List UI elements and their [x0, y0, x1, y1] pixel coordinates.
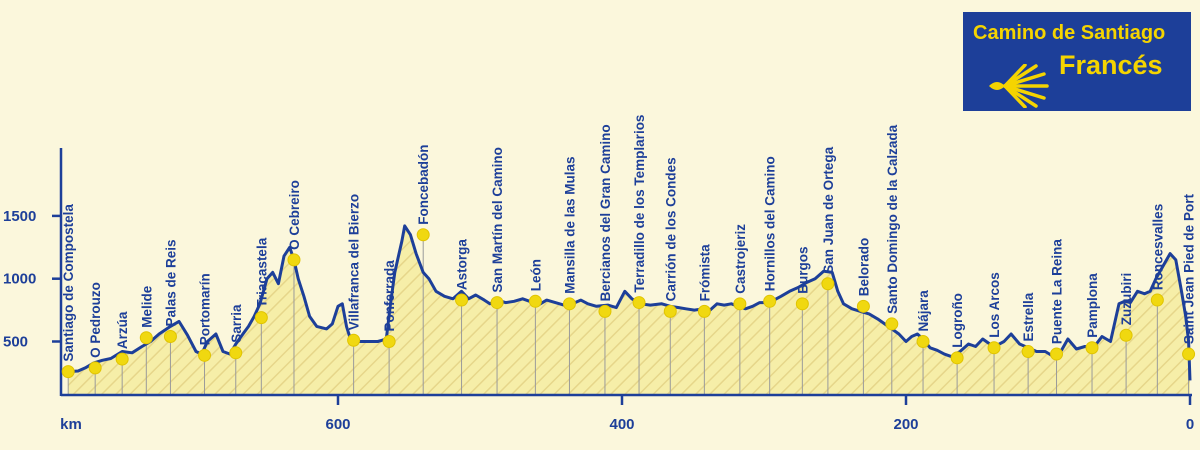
stage-marker [382, 335, 396, 348]
stage-marker [733, 297, 747, 311]
stage-marker [1150, 293, 1164, 307]
x-tick-label: 400 [609, 416, 634, 433]
stage-label: O Cebreiro [287, 180, 302, 250]
stage-label: Terradillo de los Templarios [632, 115, 647, 293]
elevation-line [68, 224, 1192, 381]
stage-label: Burgos [795, 247, 810, 294]
stage-marker [254, 311, 268, 325]
stage-marker [950, 351, 964, 365]
stage-marker [528, 294, 542, 308]
stage-label: León [528, 259, 543, 291]
stage-label: Roncesvalles [1150, 204, 1165, 290]
x-tick-label: 0 [1186, 416, 1194, 433]
stage-label: Portomarín [198, 273, 213, 345]
stage-label: Zuzubiri [1119, 273, 1134, 326]
stage-marker [562, 297, 576, 311]
stage-label: Estrella [1021, 292, 1036, 341]
stage-marker [795, 297, 809, 311]
stage-marker [229, 346, 243, 360]
stage-label: Bercianos del Gran Camino [598, 124, 613, 301]
stage-marker [490, 296, 504, 310]
stage-label: Belorado [856, 238, 871, 297]
stage-marker [455, 293, 469, 307]
stage-label: Frómista [697, 244, 712, 302]
stage-marker [1021, 345, 1035, 359]
y-tick-label: 1000 [3, 271, 36, 288]
stage-label: Los Arcos [987, 272, 1002, 338]
stage-marker [632, 296, 646, 310]
stage-label: Saint Jean Pied de Port [1182, 194, 1197, 345]
stage-marker [61, 365, 75, 379]
stage-marker [885, 317, 899, 331]
x-axis-label: km [60, 416, 82, 433]
scallop-shell-icon [989, 64, 1049, 108]
stage-marker [198, 348, 212, 362]
stage-marker [287, 253, 301, 267]
stage-label: Mansilla de las Mulas [563, 156, 578, 293]
x-tick-label: 600 [325, 416, 350, 433]
stage-label: Arzúa [115, 311, 130, 349]
stage-marker [1182, 347, 1196, 361]
stage-label: Triacastela [254, 237, 269, 307]
stage-marker [115, 352, 129, 366]
route-title-line2: Francés [1059, 50, 1163, 80]
stage-label: O Pedrouzo [88, 282, 103, 358]
route-title-box: Camino de Santiago Francés [963, 12, 1191, 111]
stage-marker [1050, 347, 1064, 361]
stage-label: Foncebadón [416, 144, 431, 224]
stage-marker [856, 299, 870, 313]
stage-marker [663, 304, 677, 318]
y-tick-label: 1500 [3, 208, 36, 225]
stage-label: Carrión de los Condes [663, 157, 678, 301]
stage-label: Nájara [916, 290, 931, 332]
stage-marker [763, 294, 777, 308]
stage-label: San Martín del Camino [490, 147, 505, 293]
stage-label: Villafranca del Bierzo [347, 194, 362, 330]
stage-marker [697, 304, 711, 318]
stage-marker [821, 277, 835, 291]
elevation-area [68, 225, 1191, 395]
stage-marker [1085, 341, 1099, 355]
stage-marker [88, 361, 102, 375]
stage-label: Puente La Reina [1050, 239, 1065, 345]
stage-label: Sarria [229, 304, 244, 343]
stage-label: Santiago de Compostela [61, 204, 76, 362]
stage-marker [916, 335, 930, 348]
stage-label: Ponferrada [382, 260, 397, 332]
stage-marker [416, 228, 430, 242]
stage-marker [598, 304, 612, 318]
stage-marker [139, 331, 153, 345]
stage-marker [347, 333, 361, 347]
stage-label: Astorga [455, 239, 470, 290]
stage-marker [987, 341, 1001, 355]
x-tick-label: 200 [893, 416, 918, 433]
stage-label: Castrojeriz [733, 224, 748, 294]
stage-label: Pamplona [1085, 273, 1100, 338]
stage-label: Palas de Reis [163, 239, 178, 326]
route-title-line1: Camino de Santiago [973, 22, 1166, 44]
stage-label: Logroño [950, 293, 965, 348]
stage-label: Santo Domingo de la Calzada [885, 124, 900, 314]
stage-marker [163, 329, 177, 343]
stage-label: Hornillos del Camino [763, 156, 778, 291]
stage-label: Melide [139, 285, 154, 328]
stage-label: San Juan de Ortega [821, 146, 836, 273]
y-tick-label: 500 [3, 334, 28, 351]
stage-marker [1119, 328, 1133, 342]
